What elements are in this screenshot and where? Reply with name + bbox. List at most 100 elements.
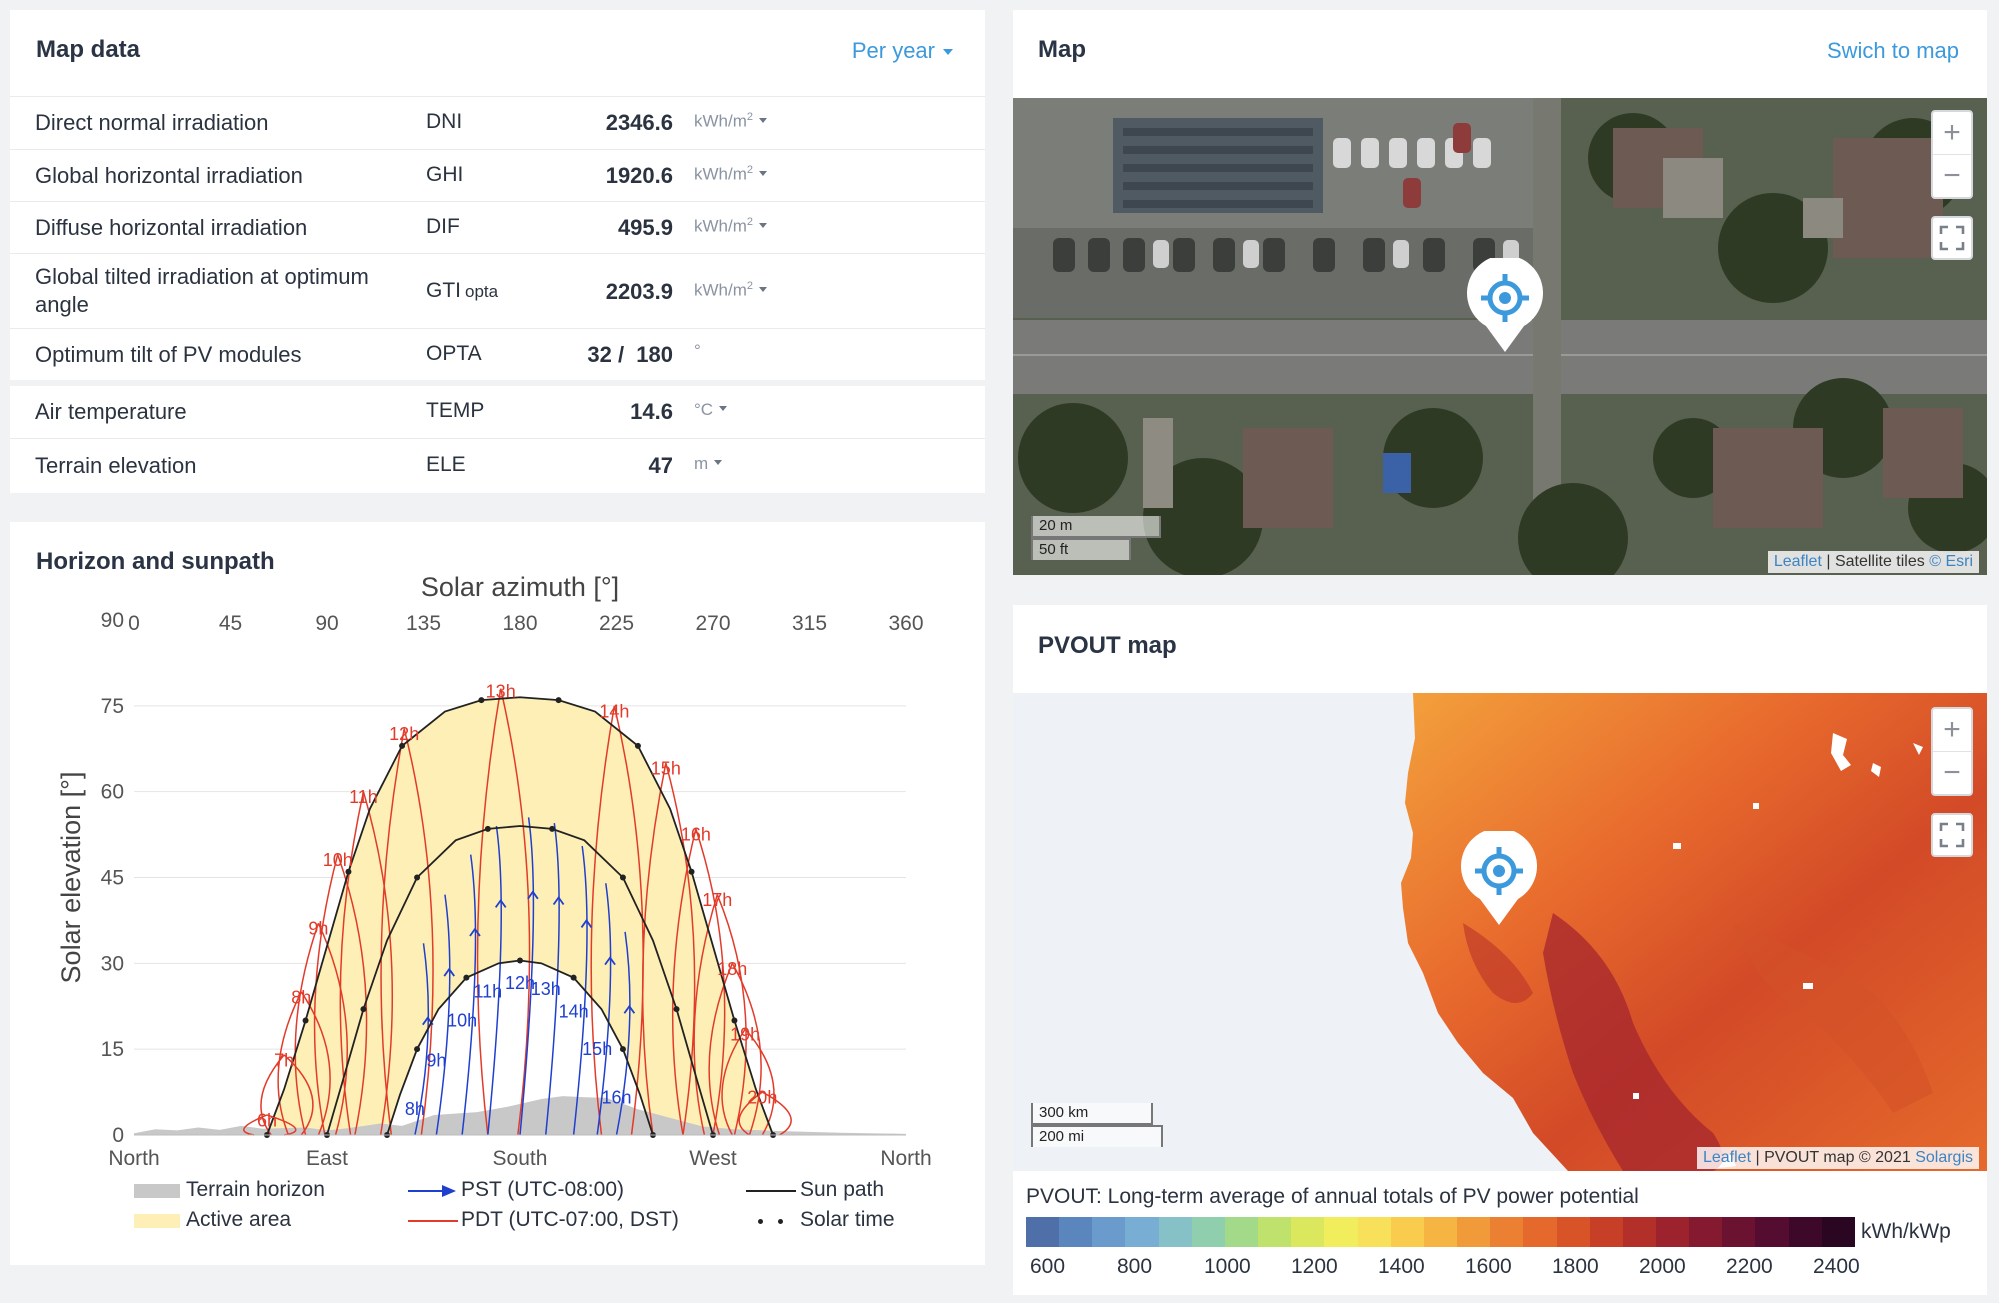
pdt-hour-curve <box>738 1091 763 1136</box>
leaflet-link[interactable]: Leaflet <box>1702 1149 1752 1166</box>
solargis-link[interactable]: Solargis <box>1915 1149 1973 1166</box>
zoom-control: + − <box>1931 707 1973 796</box>
zoom-in-button[interactable]: + <box>1933 709 1971 752</box>
colorbar-segment <box>1059 1217 1093 1247</box>
y-tick-label: 15 <box>101 1038 124 1061</box>
row-temp: Air temperature TEMP 14.6 °C <box>10 386 985 438</box>
row-value: 2203.9 <box>605 279 673 304</box>
pdt-hour-curve <box>476 688 502 1136</box>
y-axis-label: Solar elevation [°] <box>56 772 86 984</box>
colorbar-segment <box>1655 1217 1690 1247</box>
fullscreen-button[interactable] <box>1931 813 1973 857</box>
sun-path-line <box>266 696 774 1136</box>
hour-label: 10h <box>447 1010 477 1030</box>
pvout-title: PVOUT map <box>1038 632 1177 659</box>
chevron-down-icon <box>714 460 723 465</box>
row-abbr: DNI <box>426 110 463 133</box>
sunpath-card: Horizon and sunpath 0 15 30 45 60 75 90 0 45 90 13… <box>10 522 985 1265</box>
sunpath-title: Horizon and sunpath <box>36 548 275 575</box>
unit-dropdown[interactable]: kWh/m2 <box>694 164 768 185</box>
map-attribution: Leaflet | Satellite tiles © Esri <box>1767 551 1979 573</box>
colorbar-segment <box>1224 1217 1259 1247</box>
unit-dropdown[interactable]: °C <box>694 400 728 420</box>
solar-time-dot <box>399 742 406 749</box>
pdt-hour-curve <box>761 1091 792 1136</box>
compass-label: North <box>880 1147 931 1170</box>
solar-time-dot <box>302 1017 309 1024</box>
hour-label: 9h <box>426 1050 446 1070</box>
pst-arrow <box>443 967 455 977</box>
zoom-out-button[interactable]: − <box>1943 159 1961 192</box>
attribution-text: | PVOUT map © 2021 <box>1751 1149 1916 1166</box>
row-name: Terrain elevation <box>35 453 197 478</box>
location-marker[interactable] <box>1458 828 1540 927</box>
row-name-line2: angle <box>35 292 89 317</box>
row-gti: Global tilted irradiation at optimum angl… <box>10 253 985 328</box>
row-value: 2346.6 <box>605 110 673 135</box>
solar-time-dot <box>414 874 421 881</box>
row-abbr: GHI <box>426 163 464 186</box>
pst-hour-curve <box>487 825 502 1136</box>
pst-hour-curve <box>596 883 612 1136</box>
unit-dropdown[interactable]: m <box>694 454 723 474</box>
map-scale: 300 km 200 mi <box>1031 1103 1163 1147</box>
colorbar-segment <box>1158 1217 1192 1247</box>
map-title: Map <box>1038 36 1086 63</box>
unit-dropdown[interactable]: kWh/m2 <box>694 216 768 237</box>
row-abbr: GTI opta <box>426 279 498 303</box>
pst-arrow <box>527 890 539 900</box>
colorbar-tick-label: 2400 <box>1813 1255 1860 1278</box>
hour-label: 13h <box>486 681 516 701</box>
leaflet-link[interactable]: Leaflet <box>1773 553 1822 570</box>
solar-time-dot <box>619 874 626 881</box>
inactive-area <box>387 960 653 1135</box>
y-tick-label: 60 <box>101 781 124 804</box>
hour-label: 19h <box>730 1025 760 1045</box>
satellite-imagery <box>1013 98 1987 575</box>
row-abbr: TEMP <box>426 399 485 422</box>
x-tick-label: 180 <box>502 612 537 635</box>
unit-sup: 2 <box>746 111 754 123</box>
x-tick-label: 135 <box>406 612 441 635</box>
x-tick-label: 225 <box>599 612 634 635</box>
hour-label: 10h <box>323 850 353 870</box>
zoom-in-button[interactable]: + <box>1933 112 1971 155</box>
pdt-hour-curve <box>590 705 616 1136</box>
hour-label: 11h <box>349 787 378 807</box>
esri-link[interactable]: © Esri <box>1929 553 1973 570</box>
pvout-map[interactable]: + − 300 km 200 mi Leaflet | PVOUT map © … <box>1013 693 1987 1171</box>
unit-label: kWh/m <box>694 280 747 300</box>
switch-to-map-link[interactable]: Swich to map <box>1826 38 1959 63</box>
pdt-hour-curve <box>339 791 365 1136</box>
location-marker[interactable] <box>1464 255 1546 354</box>
pdt-hour-curve <box>695 828 726 1136</box>
colorbar-segment <box>1457 1217 1491 1247</box>
solar-time-dot <box>570 974 577 981</box>
pvout-legend-unit: kWh/kWp <box>1861 1220 1951 1243</box>
row-value: 495.9 <box>617 215 673 240</box>
compass-label: East <box>306 1147 348 1170</box>
solar-time-dot <box>360 1006 367 1013</box>
colorbar-segment <box>1357 1217 1391 1247</box>
pvout-heatmap <box>1401 693 1987 1171</box>
pdt-hour-curve <box>671 828 697 1136</box>
unit-dropdown[interactable]: kWh/m2 <box>694 280 768 301</box>
colorbar-segment <box>1390 1217 1424 1247</box>
colorbar-segment <box>1092 1217 1126 1247</box>
solar-time-dot <box>731 1017 738 1024</box>
zoom-out-button[interactable]: − <box>1943 756 1961 789</box>
chart-title: Solar azimuth [°] <box>421 572 619 602</box>
hour-label: 8h <box>405 1099 425 1119</box>
colorbar-segment <box>1490 1217 1524 1247</box>
pst-hour-curve <box>544 823 560 1136</box>
satellite-map[interactable]: + − 20 m 50 ft Leaflet | Satellite tiles… <box>1013 98 1987 575</box>
period-dropdown[interactable]: Per year <box>852 38 953 64</box>
unit-dropdown[interactable]: kWh/m2 <box>694 111 768 132</box>
x-tick-label: 45 <box>219 612 242 635</box>
solar-time-dot <box>345 868 352 875</box>
fullscreen-button[interactable] <box>1931 216 1973 260</box>
colorbar-segment <box>1589 1217 1623 1247</box>
row-ele: Terrain elevation ELE 47 m <box>10 438 985 493</box>
unit-label: kWh/m <box>694 164 747 184</box>
